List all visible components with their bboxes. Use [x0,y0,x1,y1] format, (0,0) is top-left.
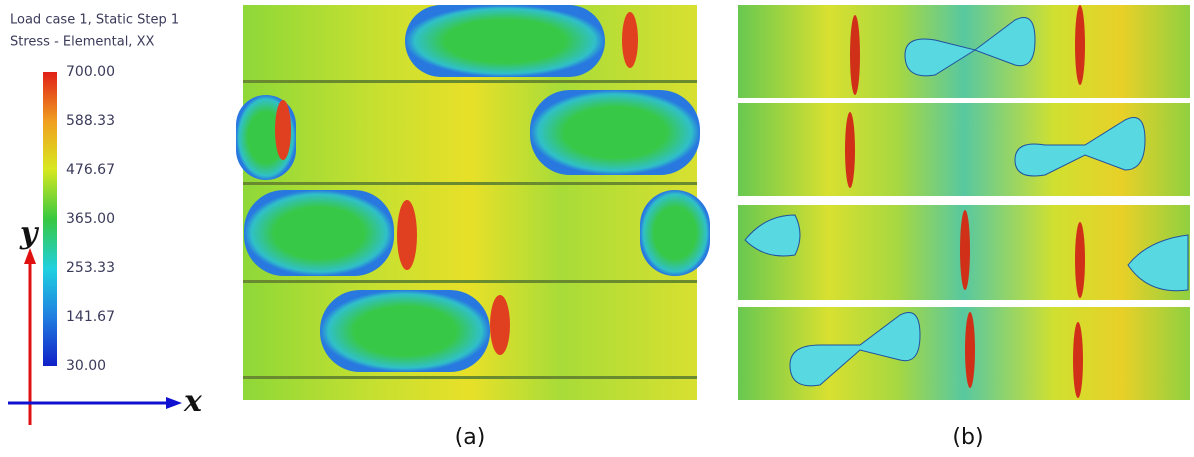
legend-tick-label: 30.00 [66,358,106,374]
color-bar [43,72,57,366]
panel-a-image [236,5,710,400]
legend-tick-label: 253.33 [66,260,115,276]
y-label: y [19,216,40,251]
legend-tick-label: 476.67 [66,162,115,178]
legend-tick-label: 365.00 [66,211,115,227]
legend-title: Stress - Elemental, XX [10,35,154,50]
y-arrow-head [24,248,36,264]
x-label: x [183,384,203,419]
panel-b-image [738,5,1190,400]
legend-tick-label: 700.00 [66,64,115,80]
legend-tick-label: 588.33 [66,113,115,129]
panel-label: (b) [952,425,983,450]
legend-tick-label: 141.67 [66,309,115,325]
x-arrow-head [166,397,182,409]
panel-label: (a) [455,425,486,450]
legend-title: Load case 1, Static Step 1 [10,13,179,28]
